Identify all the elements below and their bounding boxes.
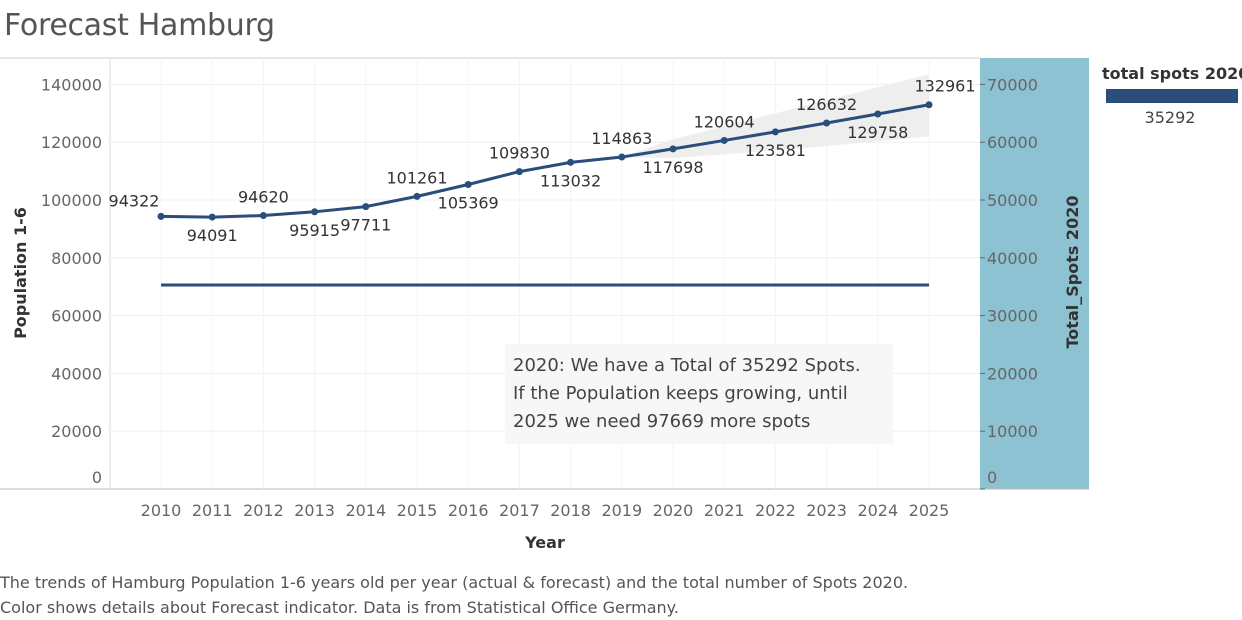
x-tick-label: 2021	[704, 501, 745, 520]
y-tick-label: 20000	[51, 422, 102, 441]
population-point	[208, 213, 216, 221]
annotation-line-3: 2025 we need 97669 more spots	[513, 411, 811, 432]
population-data-label: 101261	[386, 168, 447, 187]
y2-tick-label: 50000	[987, 191, 1038, 210]
population-data-label: 132961	[914, 77, 975, 96]
forecast-band	[621, 74, 929, 159]
population-data-label: 94091	[187, 226, 238, 245]
x-tick-label: 2015	[397, 501, 438, 520]
y-tick-label: 140000	[41, 75, 102, 94]
chart-annotation: 2020: We have a Total of 35292 Spots. If…	[505, 344, 893, 444]
y2-tick-label: 60000	[987, 133, 1038, 152]
population-point	[669, 145, 677, 153]
annotation-line-1: 2020: We have a Total of 35292 Spots.	[513, 355, 861, 376]
population-data-label: 109830	[489, 144, 550, 163]
population-data-label: 113032	[540, 171, 601, 190]
population-point	[157, 212, 165, 220]
population-data-label: 117698	[642, 158, 703, 177]
legend-title: total spots 2020	[1102, 64, 1242, 83]
x-tick-label: 2023	[806, 501, 847, 520]
population-data-label: 123581	[745, 141, 806, 160]
x-tick-label: 2025	[909, 501, 950, 520]
x-tick-label: 2018	[550, 501, 591, 520]
population-data-label: 105369	[438, 193, 499, 212]
population-point	[311, 208, 319, 216]
population-data-label: 126632	[796, 95, 857, 114]
y-tick-label: 80000	[51, 249, 102, 268]
y-tick-label: 60000	[51, 307, 102, 326]
chart-caption: The trends of Hamburg Population 1-6 yea…	[0, 570, 908, 620]
population-point	[464, 180, 472, 188]
x-tick-label: 2024	[857, 501, 898, 520]
x-tick-label: 2016	[448, 501, 489, 520]
legend-swatch	[1106, 89, 1238, 103]
population-data-label: 97711	[340, 216, 391, 235]
population-data-label: 120604	[694, 112, 755, 131]
population-data-label: 129758	[847, 123, 908, 142]
x-tick-label: 2020	[653, 501, 694, 520]
population-point	[720, 136, 728, 144]
population-point	[771, 128, 779, 136]
population-data-label: 94322	[109, 191, 160, 210]
y2-tick-label: 70000	[987, 75, 1038, 94]
x-tick-label: 2013	[294, 501, 335, 520]
population-data-label: 114863	[591, 129, 652, 148]
legend-value: 35292	[1144, 108, 1196, 127]
population-point	[362, 203, 370, 211]
x-axis-title: Year	[524, 533, 565, 552]
y-tick-label: 120000	[41, 133, 102, 152]
x-tick-label: 2014	[345, 501, 386, 520]
population-point	[515, 168, 523, 176]
caption-line-1: The trends of Hamburg Population 1-6 yea…	[0, 573, 909, 592]
y-tick-label: 0	[92, 468, 102, 487]
population-data-label: 95915	[289, 221, 340, 240]
caption-line-2: Color shows details about Forecast indic…	[0, 598, 679, 617]
x-tick-label: 2012	[243, 501, 284, 520]
population-data-label: 94620	[238, 188, 289, 207]
x-tick-label: 2022	[755, 501, 796, 520]
x-tick-label: 2017	[499, 501, 540, 520]
y2-tick-label: 40000	[987, 249, 1038, 268]
population-point	[413, 192, 421, 200]
x-tick-label: 2011	[192, 501, 233, 520]
population-point	[823, 119, 831, 127]
y2-tick-label: 10000	[987, 422, 1038, 441]
page-title: Forecast Hamburg	[4, 8, 275, 43]
y2-tick-label: 20000	[987, 364, 1038, 383]
population-point	[618, 153, 626, 161]
y2-axis-title: Total_Spots 2020	[1063, 196, 1082, 349]
right-axis-panel	[980, 58, 1089, 489]
population-point	[874, 110, 882, 118]
y-tick-label: 40000	[51, 364, 102, 383]
y-tick-label: 100000	[41, 191, 102, 210]
y-axis-title: Population 1-6	[11, 207, 30, 339]
population-line	[160, 103, 930, 219]
population-point	[925, 101, 933, 109]
x-tick-label: 2019	[601, 501, 642, 520]
y2-tick-label: 0	[987, 468, 997, 487]
population-point	[567, 158, 575, 166]
y2-tick-label: 30000	[987, 307, 1038, 326]
annotation-line-2: If the Population keeps growing, until	[513, 383, 848, 404]
population-point	[259, 212, 267, 220]
x-tick-label: 2010	[141, 501, 182, 520]
